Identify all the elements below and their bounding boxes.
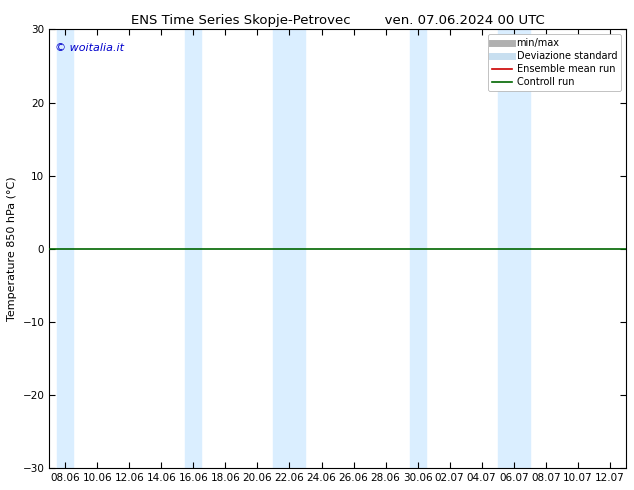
Bar xyxy=(498,29,530,468)
Legend: min/max, Deviazione standard, Ensemble mean run, Controll run: min/max, Deviazione standard, Ensemble m… xyxy=(488,34,621,91)
Title: ENS Time Series Skopje-Petrovec        ven. 07.06.2024 00 UTC: ENS Time Series Skopje-Petrovec ven. 07.… xyxy=(131,14,545,27)
Bar xyxy=(410,29,425,468)
Y-axis label: Temperature 850 hPa (°C): Temperature 850 hPa (°C) xyxy=(7,176,17,321)
Bar xyxy=(185,29,202,468)
Text: © woitalia.it: © woitalia.it xyxy=(55,43,124,52)
Bar xyxy=(57,29,74,468)
Bar xyxy=(273,29,306,468)
